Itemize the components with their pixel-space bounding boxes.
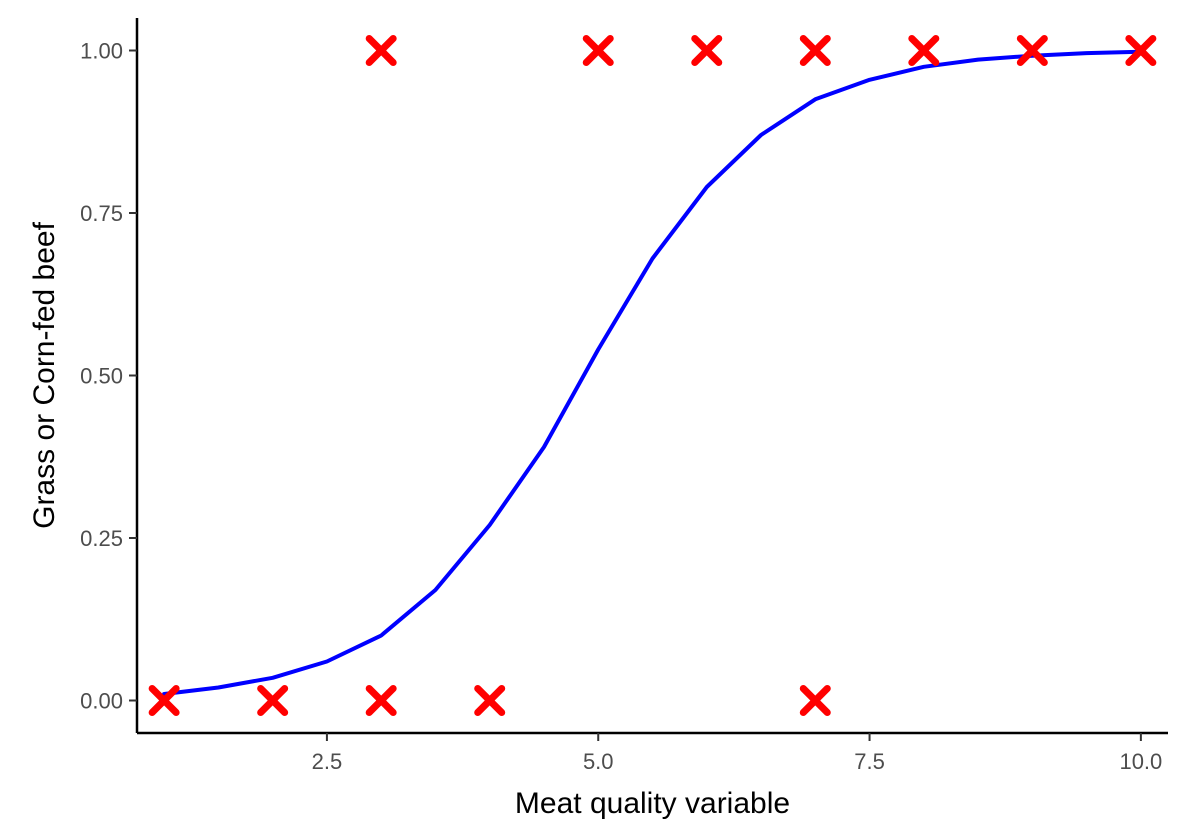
y-axis: 0.00 0.25 0.50 0.75 1.00 <box>80 18 139 733</box>
data-point-stroke <box>582 35 614 66</box>
x-axis: 2.5 5.0 7.5 10.0 <box>137 731 1168 774</box>
data-point-stroke <box>148 685 180 716</box>
data-point <box>691 35 723 66</box>
y-tick-label: 0.25 <box>80 526 123 551</box>
data-point-stroke <box>908 35 940 66</box>
data-point <box>148 685 180 716</box>
data-point-stroke <box>257 685 289 716</box>
data-points-layer <box>148 35 1157 716</box>
data-point <box>1125 35 1157 66</box>
x-tick-label: 5.0 <box>583 749 614 774</box>
data-point-stroke <box>799 35 831 66</box>
data-point-stroke <box>799 685 831 716</box>
fit-curve-line <box>162 49 1143 696</box>
data-point <box>365 685 397 716</box>
y-tick-label: 0.75 <box>80 201 123 226</box>
fit-curve-layer <box>162 49 1143 696</box>
y-tick-label: 1.00 <box>80 39 123 64</box>
data-point-stroke <box>691 35 723 66</box>
data-point-stroke <box>365 35 397 66</box>
data-point-stroke <box>1125 35 1157 66</box>
data-point-stroke <box>365 685 397 716</box>
y-tick-label: 0.00 <box>80 689 123 714</box>
data-point <box>257 685 289 716</box>
data-point <box>582 35 614 66</box>
x-tick-label: 2.5 <box>312 749 343 774</box>
data-point <box>474 685 506 716</box>
x-tick-label: 10.0 <box>1119 749 1162 774</box>
data-point <box>365 35 397 66</box>
y-axis-title: Grass or Corn-fed beef <box>28 221 61 528</box>
x-axis-title: Meat quality variable <box>515 787 790 820</box>
data-point <box>799 685 831 716</box>
x-tick-label: 7.5 <box>854 749 885 774</box>
data-point-stroke <box>474 685 506 716</box>
data-point <box>1016 35 1048 66</box>
data-point <box>799 35 831 66</box>
y-tick-label: 0.50 <box>80 364 123 389</box>
data-point-stroke <box>1016 35 1048 66</box>
data-point <box>908 35 940 66</box>
